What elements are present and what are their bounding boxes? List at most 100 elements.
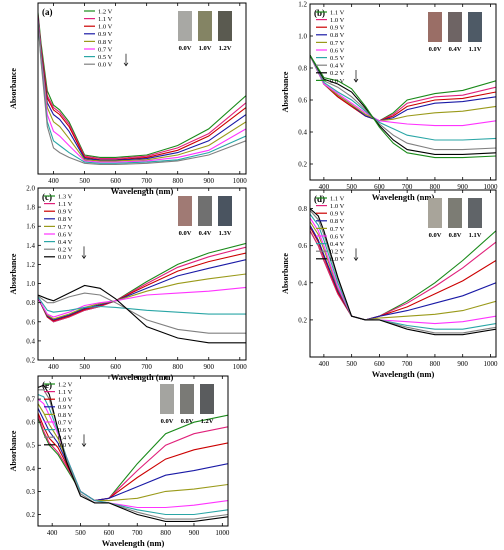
y-axis-label: Absorbance	[9, 253, 18, 294]
legend-label: 0.2 V	[330, 249, 345, 256]
film-swatch-label: 0.4V	[449, 46, 462, 53]
legend-label: 0.7 V	[58, 419, 73, 426]
legend-label: 1.0 V	[98, 24, 113, 31]
legend-label: 1.2 V	[98, 8, 113, 15]
film-swatch	[448, 12, 462, 42]
series-line-1-0-v	[38, 17, 246, 161]
series-line-0-0-v	[38, 21, 246, 166]
x-tick-label: 700	[141, 177, 152, 185]
y-tick-label: 0.4	[26, 337, 35, 345]
legend: 1.1 V1.0 V0.9 V0.8 V0.7 V0.6 V0.4 V0.2 V…	[316, 195, 345, 263]
x-tick-label: 500	[79, 177, 90, 185]
film-swatches: 0.0V 0.4V 1.1V	[428, 12, 482, 53]
x-tick-label: 500	[346, 360, 357, 368]
x-tick-label: 800	[160, 529, 171, 537]
y-tick-label: 0.2	[26, 511, 35, 519]
y-axis-label: Absorbance	[281, 71, 290, 112]
legend-label: 1.1 V	[330, 9, 345, 16]
film-swatch-label: 1.2V	[201, 418, 214, 425]
film-swatches: 0.0V 1.0V 1.2V	[178, 11, 232, 52]
legend-label: 0.4 V	[330, 241, 345, 248]
x-tick-label: 600	[104, 529, 115, 537]
x-tick-label: 1000	[483, 183, 498, 191]
y-tick-label: 0.4	[26, 465, 35, 473]
panel-label: (b)	[314, 8, 325, 18]
film-swatch-label: 0.0V	[179, 230, 192, 237]
y-tick-label: 0.2	[298, 161, 307, 169]
legend-label: 1.1 V	[330, 195, 345, 202]
y-tick-label: 1.2	[26, 261, 35, 269]
x-tick-label: 500	[79, 363, 90, 371]
trend-arrow-head	[81, 255, 87, 260]
x-tick-label: 700	[132, 529, 143, 537]
legend-label: 0.8 V	[330, 218, 345, 225]
series-line-0-8-v	[38, 259, 246, 321]
legend-label: 0.0 V	[330, 256, 345, 263]
series-line-0-0-v	[310, 54, 496, 159]
y-tick-label: 0.8	[298, 205, 307, 213]
legend-label: 1.0 V	[58, 397, 73, 404]
legend-label: 0.2 V	[58, 247, 73, 254]
x-tick-label: 400	[48, 177, 59, 185]
film-swatch-label: 0.0V	[429, 232, 442, 239]
chart-panel-d: 400 500 600 700 800 900 1000 0.2 0.4 0.6 0.8 Wavele…	[281, 189, 498, 379]
x-tick-label: 800	[430, 360, 441, 368]
film-swatch-label: 1.1V	[469, 46, 482, 53]
legend-label: 0.9 V	[58, 404, 73, 411]
legend-label: 0.8 V	[58, 216, 73, 223]
x-tick-label: 800	[172, 177, 183, 185]
x-tick-label: 500	[346, 183, 357, 191]
legend-label: 0.6 V	[330, 47, 345, 54]
legend-label: 0.0 V	[330, 78, 345, 85]
legend: 1.1 V1.0 V0.9 V0.8 V0.7 V0.6 V0.5 V0.4 V…	[316, 9, 345, 85]
chart-panel-e: 400 500 600 700 800 900 1000 0.2 0.3 0.4 0.5 0.6 0.7…	[9, 375, 230, 548]
y-tick-label: 0.2	[298, 316, 307, 324]
film-swatches: 0.0V 0.8V 1.1V	[428, 198, 482, 239]
panel-label: (e)	[42, 380, 52, 390]
film-swatches: 0.0V 0.4V 1.3V	[178, 196, 232, 237]
x-axis-label: Wavelength (nm)	[372, 192, 435, 202]
x-axis-label: Wavelength (nm)	[111, 186, 174, 196]
series-line-0-7-v	[38, 19, 246, 163]
legend-label: 0.2 V	[330, 70, 345, 77]
x-axis-label: Wavelength (nm)	[372, 369, 435, 379]
panel-label: (d)	[314, 194, 325, 204]
series-line-0-7-v	[38, 273, 246, 320]
chart-panel-b: 400 500 600 700 800 900 1000 0.2 0.4 0.6 0.8 1.0 1.2…	[281, 1, 498, 203]
legend-label: 0.9 V	[330, 25, 345, 32]
x-tick-label: 1000	[215, 529, 230, 537]
x-tick-label: 400	[319, 183, 330, 191]
y-tick-label: 1.0	[26, 280, 35, 288]
film-swatch	[218, 196, 232, 226]
film-swatch	[468, 12, 482, 42]
series-line-0-0-v	[310, 208, 496, 336]
legend-label: 1.1 V	[98, 16, 113, 23]
y-tick-label: 0.4	[298, 129, 307, 137]
x-tick-label: 1000	[233, 363, 248, 371]
film-swatch-label: 0.0V	[161, 418, 174, 425]
legend-label: 0.7 V	[330, 40, 345, 47]
x-tick-label: 400	[47, 529, 58, 537]
series-line-0-8-v	[38, 19, 246, 162]
y-tick-label: 0.6	[26, 318, 35, 326]
legend-label: 1.2 V	[58, 381, 73, 388]
chart-panel-c: 400 500 600 700 800 900 1000 0.2 0.4 0.6 0.8 1.0 1.2…	[9, 185, 247, 383]
legend-label: 0.4 V	[58, 239, 73, 246]
x-tick-label: 400	[319, 360, 330, 368]
film-swatch	[160, 384, 174, 414]
legend-label: 0.0 V	[58, 254, 73, 261]
film-swatch	[468, 198, 482, 228]
legend-label: 1.0 V	[330, 17, 345, 24]
series-line-0-4-v	[310, 54, 496, 151]
legend-label: 1.3 V	[58, 193, 73, 200]
panel-label: (a)	[42, 7, 53, 17]
plot-frame	[309, 3, 497, 181]
plot-frame	[37, 2, 247, 175]
y-tick-label: 2.0	[26, 185, 35, 193]
y-axis-label: Absorbance	[9, 68, 18, 109]
panel-label: (c)	[42, 192, 52, 202]
series-line-0-2-v	[310, 54, 496, 155]
film-swatch	[218, 11, 232, 41]
plot-frame	[37, 187, 247, 361]
film-swatch	[428, 12, 442, 42]
